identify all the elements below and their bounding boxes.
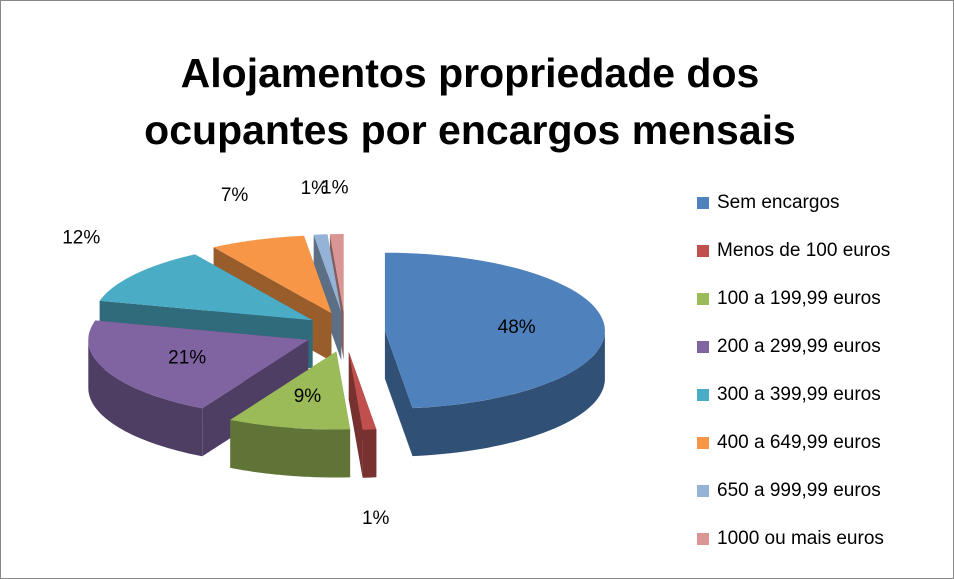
slice-wall [230, 419, 351, 478]
legend-swatch [697, 485, 709, 497]
legend-label: 200 a 299,99 euros [717, 336, 881, 357]
slice-side [313, 234, 342, 361]
slice [99, 254, 313, 321]
data-label: 7% [221, 185, 249, 206]
legend-label: Sem encargos [717, 192, 840, 213]
slice [230, 351, 351, 430]
slice-wall [362, 429, 377, 478]
legend-swatch [697, 341, 709, 353]
slice [384, 252, 605, 409]
chart-title: Alojamentos propriedade dos [181, 50, 760, 96]
slice [329, 234, 344, 312]
slice-side [348, 351, 363, 478]
legend-swatch [697, 293, 709, 305]
slice-wall [412, 330, 605, 457]
chart-title: ocupantes por encargos mensais [144, 107, 796, 153]
legend-swatch [697, 197, 709, 209]
legend-swatch [697, 437, 709, 449]
legend-label: 400 a 649,99 euros [717, 432, 881, 453]
legend-swatch [697, 245, 709, 257]
data-label: 1% [362, 508, 390, 529]
slice-side [384, 330, 413, 457]
slice [348, 351, 377, 430]
legend-label: 650 a 999,99 euros [717, 480, 881, 501]
slice [213, 235, 332, 314]
slice-wall [88, 339, 203, 457]
legend-label: 1000 ou mais euros [717, 528, 884, 549]
legend-label: 100 a 199,99 euros [717, 288, 881, 309]
legend-label: Menos de 100 euros [717, 240, 890, 261]
slice [313, 234, 342, 313]
data-label: 48% [498, 317, 536, 338]
data-label: 1% [301, 178, 329, 199]
legend-swatch [697, 533, 709, 545]
slice [88, 320, 309, 409]
data-label: 1% [321, 178, 349, 199]
legend-swatch [697, 389, 709, 401]
legend-label: 300 a 399,99 euros [717, 384, 881, 405]
data-label: 9% [294, 386, 322, 407]
data-label: 12% [62, 228, 100, 249]
data-label: 21% [168, 348, 206, 369]
